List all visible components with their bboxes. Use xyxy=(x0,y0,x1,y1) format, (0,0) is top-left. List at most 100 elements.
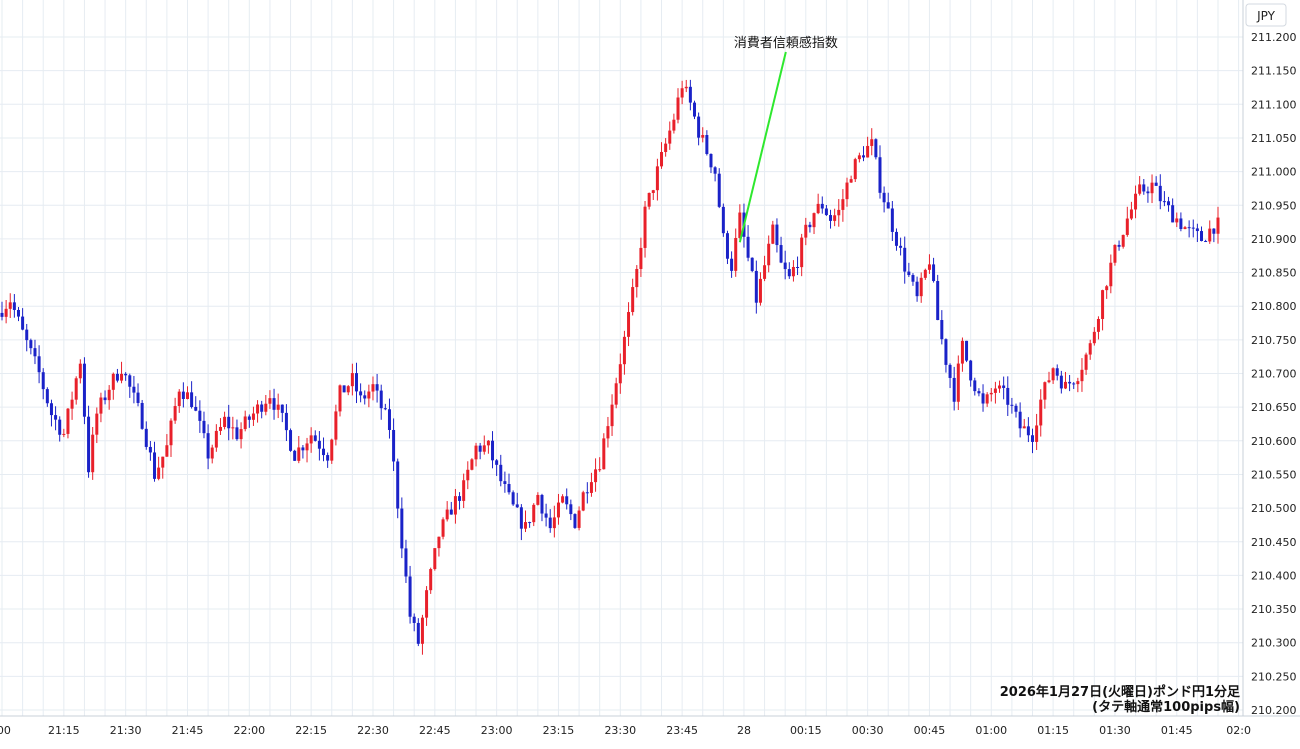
candle-body xyxy=(1105,286,1109,291)
candle-body xyxy=(161,456,165,468)
candle-body xyxy=(1125,218,1129,235)
candle-body xyxy=(453,496,457,515)
x-tick-labels: :00 21:15 21:30 21:45 22:00 22:15 22:30 22:45 23… xyxy=(0,724,1251,737)
candle-body xyxy=(103,397,107,401)
candle-body xyxy=(668,130,672,144)
candle-body xyxy=(445,509,449,520)
candle-body xyxy=(260,404,264,412)
candle-body xyxy=(960,340,964,364)
x-tick-label: 28 xyxy=(737,724,751,737)
x-tick-label: 00:15 xyxy=(790,724,822,737)
candle-body xyxy=(721,206,725,234)
candle-body xyxy=(1109,262,1113,287)
candle-body xyxy=(1063,381,1067,389)
candle-body xyxy=(808,224,812,228)
candle-body xyxy=(585,492,589,494)
candle-body xyxy=(0,312,4,317)
candle-body xyxy=(383,408,387,410)
y-tick-label: 210.850 xyxy=(1251,267,1297,280)
candle-body xyxy=(890,208,894,232)
candle-body xyxy=(387,409,391,430)
x-tick-label: 21:15 xyxy=(48,724,80,737)
y-tick-label: 211.150 xyxy=(1251,65,1297,78)
candle-body xyxy=(622,336,626,365)
candle-body xyxy=(763,265,767,279)
candle-body xyxy=(379,390,383,409)
candle-body xyxy=(507,483,511,493)
candle-body xyxy=(915,281,919,297)
candle-body xyxy=(548,517,552,529)
y-tick-label: 210.550 xyxy=(1251,468,1297,481)
candle-body xyxy=(408,576,412,617)
candle-body xyxy=(643,206,647,248)
candles xyxy=(0,79,1220,655)
candle-body xyxy=(734,237,738,271)
candle-body xyxy=(144,428,148,447)
candle-body xyxy=(775,224,779,246)
candle-body xyxy=(289,430,293,451)
candle-body xyxy=(845,182,849,200)
candle-body xyxy=(41,372,45,390)
candle-body xyxy=(791,266,795,277)
y-tick-label: 210.500 xyxy=(1251,502,1297,515)
candle-body xyxy=(894,231,898,246)
candle-body xyxy=(1146,191,1150,194)
candle-body xyxy=(190,392,194,407)
candle-body xyxy=(556,502,560,518)
candle-body xyxy=(392,429,396,462)
y-tick-label: 210.600 xyxy=(1251,435,1297,448)
candle-body xyxy=(589,482,593,493)
candle-body xyxy=(581,492,585,511)
candle-body xyxy=(837,209,841,216)
candle-body xyxy=(330,439,334,461)
candle-body xyxy=(544,513,548,518)
candle-body xyxy=(33,348,37,357)
candle-body xyxy=(412,616,416,623)
candle-body xyxy=(511,492,515,505)
candle-body xyxy=(218,426,222,431)
candle-body xyxy=(74,378,78,400)
candle-body xyxy=(523,522,527,529)
y-tick-label: 210.300 xyxy=(1251,637,1297,650)
candle-body xyxy=(371,384,375,392)
x-tick-label: 23:15 xyxy=(543,724,575,737)
candle-body xyxy=(919,277,923,297)
candle-body xyxy=(1121,234,1125,247)
y-tick-label: 210.900 xyxy=(1251,233,1297,246)
candle-body xyxy=(441,519,445,537)
candle-body xyxy=(1212,228,1216,234)
candle-body xyxy=(153,452,157,479)
candle-body xyxy=(499,464,503,482)
candle-body xyxy=(1059,375,1063,389)
candle-body xyxy=(627,312,631,337)
candle-body xyxy=(309,435,313,444)
candle-body xyxy=(284,412,288,431)
candle-body xyxy=(532,504,536,523)
candle-body xyxy=(878,157,882,193)
candle-body xyxy=(1014,405,1018,412)
candle-body xyxy=(1018,411,1022,429)
candle-body xyxy=(165,445,169,457)
candle-body xyxy=(1162,201,1166,203)
candle-body xyxy=(70,399,74,409)
y-tick-label: 210.450 xyxy=(1251,536,1297,549)
candle-body xyxy=(272,398,276,410)
candle-body xyxy=(973,380,977,392)
candle-body xyxy=(602,438,606,470)
candle-body xyxy=(824,208,828,216)
candle-body xyxy=(676,97,680,120)
candle-body xyxy=(651,190,655,193)
candle-body xyxy=(181,391,185,399)
candle-body xyxy=(610,404,614,427)
candle-body xyxy=(993,388,997,393)
candle-body xyxy=(420,617,424,644)
candle-body xyxy=(841,199,845,210)
candle-body xyxy=(944,339,948,365)
candle-body xyxy=(280,404,284,413)
candle-body xyxy=(779,245,783,263)
candle-body xyxy=(239,429,243,440)
candle-body xyxy=(486,440,490,446)
candle-body xyxy=(738,212,742,238)
candle-body xyxy=(701,135,705,138)
candle-body xyxy=(313,435,317,441)
